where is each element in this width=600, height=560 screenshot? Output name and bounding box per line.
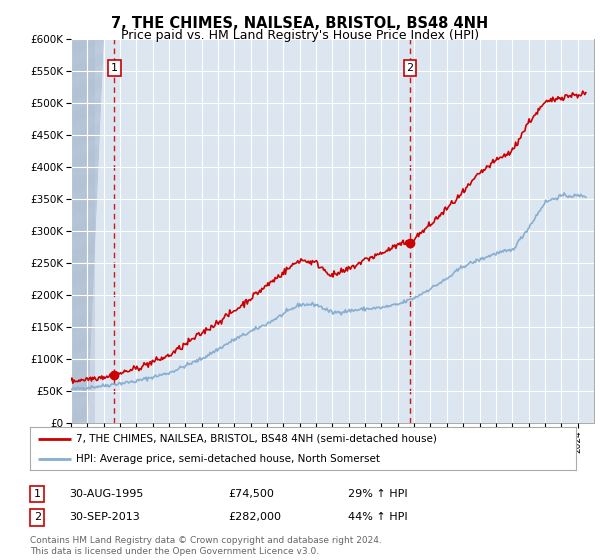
Text: £282,000: £282,000 bbox=[228, 512, 281, 522]
Text: £74,500: £74,500 bbox=[228, 489, 274, 499]
Text: 29% ↑ HPI: 29% ↑ HPI bbox=[348, 489, 407, 499]
Text: 1: 1 bbox=[111, 63, 118, 73]
Text: Price paid vs. HM Land Registry's House Price Index (HPI): Price paid vs. HM Land Registry's House … bbox=[121, 29, 479, 42]
Text: 2: 2 bbox=[406, 63, 413, 73]
Text: 30-AUG-1995: 30-AUG-1995 bbox=[69, 489, 143, 499]
Text: 7, THE CHIMES, NAILSEA, BRISTOL, BS48 4NH: 7, THE CHIMES, NAILSEA, BRISTOL, BS48 4N… bbox=[112, 16, 488, 31]
Text: 44% ↑ HPI: 44% ↑ HPI bbox=[348, 512, 407, 522]
Text: HPI: Average price, semi-detached house, North Somerset: HPI: Average price, semi-detached house,… bbox=[76, 454, 380, 464]
Text: Contains HM Land Registry data © Crown copyright and database right 2024.
This d: Contains HM Land Registry data © Crown c… bbox=[30, 536, 382, 556]
Text: 2: 2 bbox=[34, 512, 41, 522]
Text: 7, THE CHIMES, NAILSEA, BRISTOL, BS48 4NH (semi-detached house): 7, THE CHIMES, NAILSEA, BRISTOL, BS48 4N… bbox=[76, 434, 437, 444]
Text: 1: 1 bbox=[34, 489, 41, 499]
Text: 30-SEP-2013: 30-SEP-2013 bbox=[69, 512, 140, 522]
